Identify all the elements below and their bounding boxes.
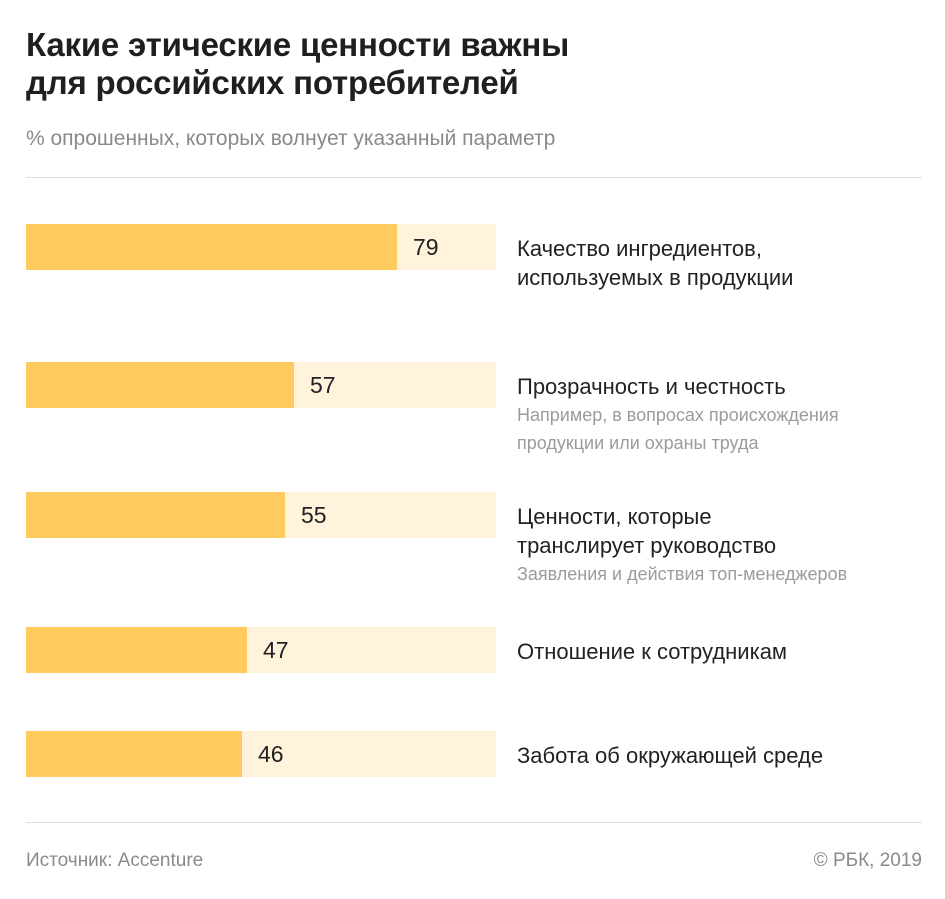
top-divider [26,177,922,178]
category-label: Качество ингредиентов, используемых в про… [517,234,927,292]
category-label: Отношение к сотрудникам [517,637,927,666]
category-label: Ценности, которые транслирует руководство… [517,502,927,588]
bar-value-label: 57 [310,372,336,398]
bar-track [26,731,496,777]
bar-track [26,224,496,270]
chart-title: Какие этические ценности важны для росси… [26,26,906,102]
category-note: Например, в вопросах происхождения [517,405,839,425]
category-label-line: Прозрачность и честность [517,374,786,399]
category-label: Забота об окружающей среде [517,741,927,770]
bar [26,627,247,673]
bar-track [26,492,496,538]
category-label: Прозрачность и честность Например, в вопр… [517,372,927,457]
bar [26,731,242,777]
bar [26,224,397,270]
copyright-note: © РБК, 2019 [813,850,922,871]
chart-subtitle: % опрошенных, которых волнует указанный … [26,127,556,150]
bar-value-label: 79 [413,234,439,260]
bar [26,362,294,408]
bar-track [26,627,496,673]
category-label-line: Отношение к сотрудникам [517,639,788,664]
bar-value-label: 55 [301,502,327,528]
chart-title-line: для российских потребителей [26,64,519,101]
bar-value-label: 47 [263,637,289,663]
category-label-line: транслирует руководство [517,533,777,558]
bottom-divider [26,822,922,823]
category-label-line: Качество ингредиентов, [517,236,762,261]
category-note: Заявления и действия топ-менеджеров [517,564,848,584]
bar-track [26,362,496,408]
bar-value-label: 46 [258,741,284,767]
source-note: Источник: Accenture [26,850,204,871]
bar [26,492,285,538]
category-label-line: используемых в продукции [517,265,794,290]
category-label-line: Ценности, которые [517,504,712,529]
category-label-line: Забота об окружающей среде [517,743,824,768]
category-note: продукции или охраны труда [517,433,759,453]
chart-title-line: Какие этические ценности важны [26,26,570,63]
